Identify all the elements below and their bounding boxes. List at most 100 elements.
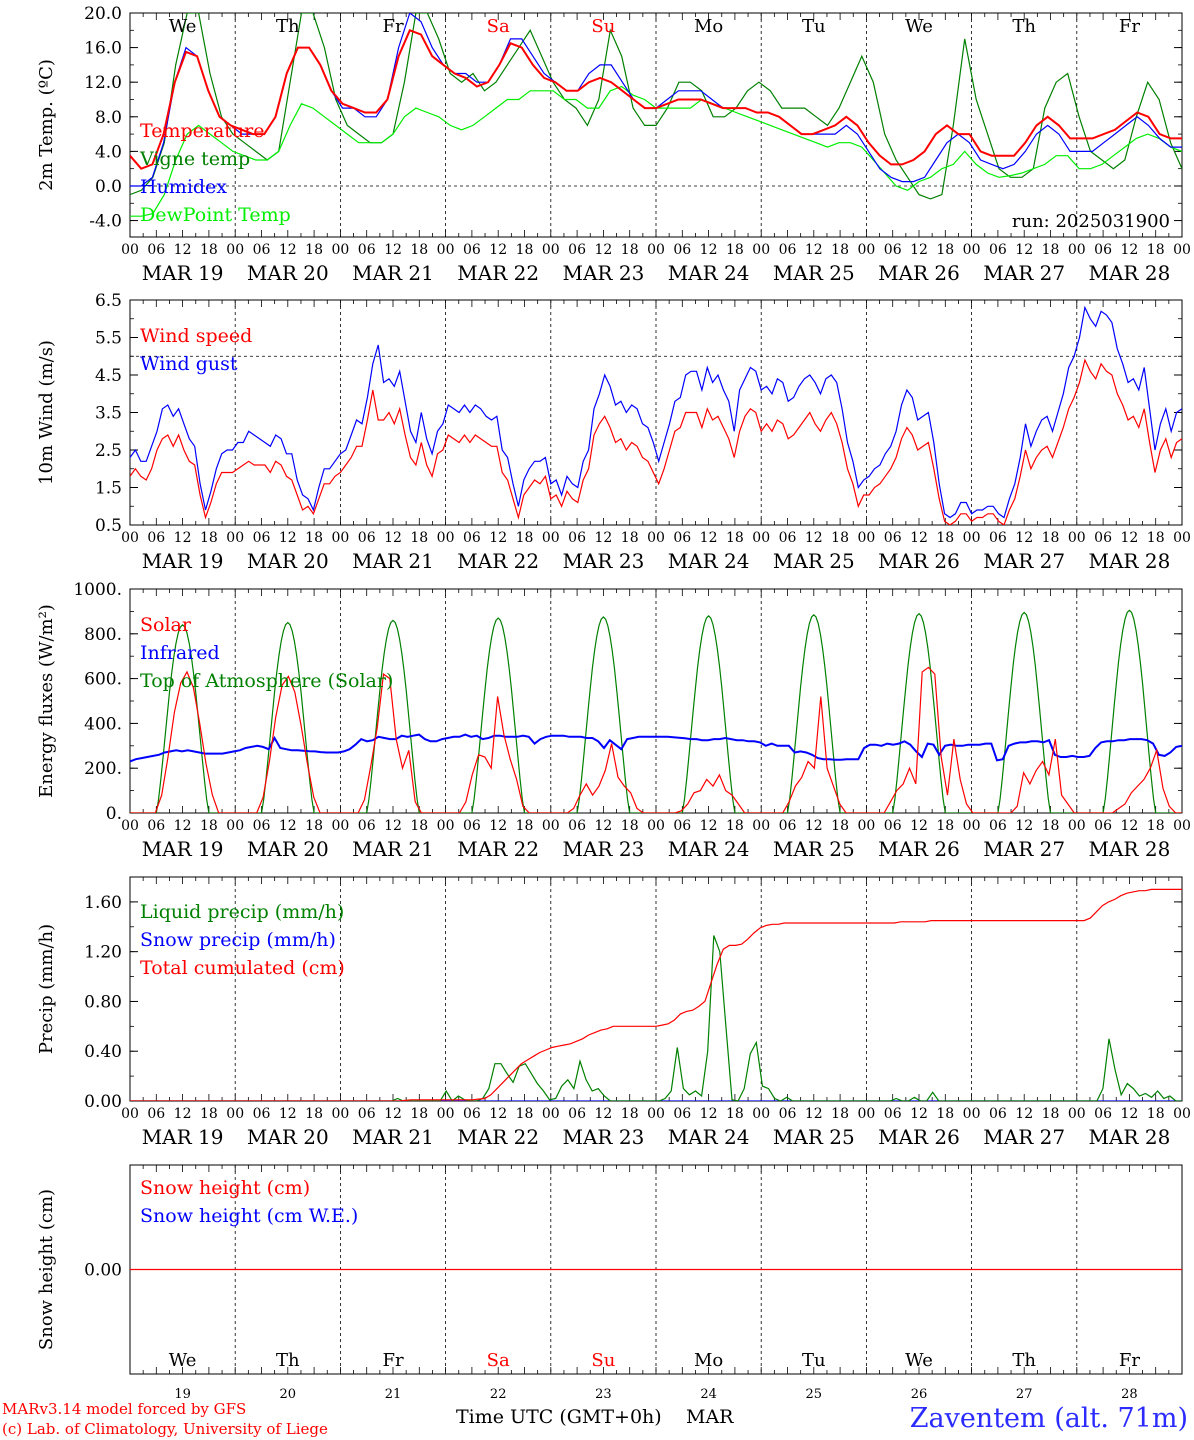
y-axis-label: Energy fluxes (W/m²) [36,604,57,798]
series-vigne-temp-line [130,13,1182,200]
hour-tick-label: 00 [963,242,981,258]
day-number-label: 25 [806,1387,823,1402]
location-label: Zaventem (alt. 71m) [910,1403,1188,1434]
hour-tick-label: 00 [857,1106,875,1122]
hour-tick-label: 18 [516,530,534,546]
date-label: MAR 21 [352,549,434,573]
y-tick-label: 3.5 [95,404,122,424]
y-tick-label: 4.5 [95,366,122,386]
hour-tick-label: 06 [358,530,376,546]
hour-tick-label: 18 [305,530,323,546]
day-number-label: 23 [595,1387,612,1402]
weekday-label: Sa [487,1350,510,1371]
series-wind-gust-line [130,305,1182,519]
weekday-label: Tu [802,1350,826,1371]
y-tick-label: 5.5 [95,329,122,349]
hour-tick-label: 18 [831,818,849,834]
hour-tick-label: 06 [147,242,165,258]
hour-tick-label: 00 [857,818,875,834]
hour-tick-label: 12 [489,818,507,834]
hour-tick-label: 12 [700,1106,718,1122]
hour-tick-label: 06 [673,1106,691,1122]
date-label: MAR 20 [247,261,329,285]
date-label: MAR 28 [1089,549,1171,573]
hour-tick-label: 06 [253,530,271,546]
date-label: MAR 22 [457,1125,539,1149]
run-label: run: 2025031900 [1012,211,1170,232]
hour-tick-label: 00 [1173,1106,1191,1122]
date-label: MAR 24 [668,549,750,573]
hour-tick-label: 12 [1015,818,1033,834]
y-tick-label: 0.40 [84,1042,122,1062]
y-tick-label: 16.0 [84,39,122,59]
hour-tick-label: 00 [226,1106,244,1122]
legend-humidex: Humidex [140,176,227,198]
hour-tick-label: 18 [936,1106,954,1122]
y-tick-label: 400. [84,714,122,734]
weekday-label: Th [1012,1350,1036,1371]
panel-1: -4.0 0.0 4.0 8.0 12.0 16.0 20.0 2m Temp. (ºC) Te… [36,4,1191,285]
hour-tick-label: 12 [384,1106,402,1122]
hour-tick-label: 12 [805,242,823,258]
date-label: MAR 23 [563,261,645,285]
y-tick-label: -4.0 [89,212,122,232]
y-tick-label: 4.0 [95,142,122,162]
hour-tick-label: 18 [305,1106,323,1122]
date-label: MAR 20 [247,837,329,861]
hour-tick-label: 06 [147,818,165,834]
hour-tick-label: 06 [358,818,376,834]
hour-tick-label: 06 [1094,242,1112,258]
hour-tick-label: 00 [857,242,875,258]
hour-tick-label: 18 [516,818,534,834]
date-label: MAR 27 [983,837,1065,861]
weekday-label: Su [591,16,615,37]
weekday-label: Mo [694,1350,723,1371]
series-group [130,609,1182,813]
hour-tick-label: 06 [779,1106,797,1122]
hour-tick-label: 06 [568,242,586,258]
y-tick-label: 8.0 [95,108,122,128]
date-label: MAR 28 [1089,261,1171,285]
legend-total-cumulated-cm-: Total cumulated (cm) [140,957,345,979]
hour-tick-label: 06 [253,1106,271,1122]
hour-tick-label: 06 [779,530,797,546]
date-label: MAR 27 [983,261,1065,285]
hour-tick-label: 06 [673,530,691,546]
hour-tick-label: 00 [542,530,560,546]
hour-tick-label: 12 [910,530,928,546]
hour-tick-label: 06 [1094,818,1112,834]
credit-line-1: MARv3.14 model forced by GFS [2,1400,246,1418]
hour-tick-label: 06 [463,818,481,834]
date-label: MAR 20 [247,549,329,573]
series-temperature-line [130,29,1182,170]
hour-tick-label: 18 [831,530,849,546]
y-tick-label: 1.5 [95,479,122,499]
day-number-label: 28 [1121,1387,1138,1402]
hour-tick-label: 18 [410,242,428,258]
hour-tick-label: 18 [200,242,218,258]
hour-tick-label: 12 [1120,1106,1138,1122]
hour-tick-label: 00 [647,530,665,546]
hour-tick-label: 00 [857,530,875,546]
y-tick-label: 6.5 [95,291,122,311]
hour-tick-label: 18 [1147,530,1165,546]
hour-tick-label: 18 [305,242,323,258]
hour-tick-label: 00 [647,1106,665,1122]
y-tick-label: 0.0 [95,177,122,197]
date-label: MAR 28 [1089,837,1171,861]
hour-tick-label: 12 [384,242,402,258]
hour-tick-label: 06 [568,818,586,834]
hour-tick-label: 06 [568,530,586,546]
hour-tick-label: 00 [331,242,349,258]
hour-tick-label: 00 [1173,818,1191,834]
y-tick-label: 0.80 [84,992,122,1012]
legend-dewpoint-temp: DewPoint Temp [140,204,291,226]
hour-tick-label: 12 [279,818,297,834]
series-group [130,305,1182,525]
footer: MARv3.14 model forced by GFS (c) Lab. of … [2,1400,1188,1438]
plot-frame [129,299,1183,526]
hour-tick-label: 12 [279,1106,297,1122]
hour-tick-label: 00 [1068,530,1086,546]
hour-tick-label: 18 [200,530,218,546]
